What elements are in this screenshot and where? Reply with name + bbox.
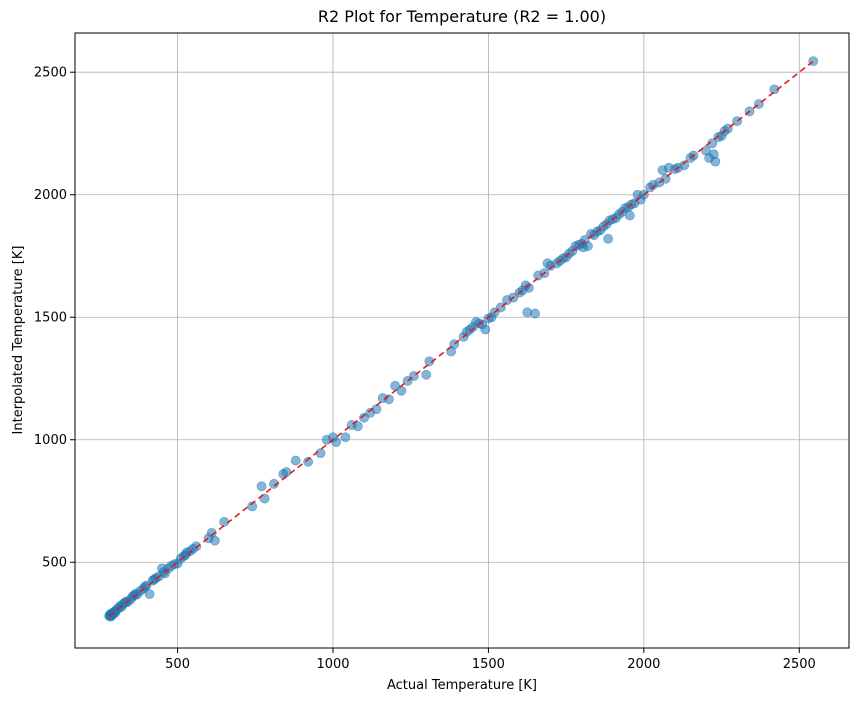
- data-point: [769, 84, 780, 95]
- grid-lines: [75, 33, 849, 648]
- data-point: [191, 541, 202, 552]
- data-point: [421, 369, 432, 380]
- data-point: [352, 421, 363, 432]
- x-tick-label: 1500: [472, 657, 505, 672]
- data-point: [340, 432, 351, 443]
- data-point: [256, 481, 267, 492]
- chart-title: R2 Plot for Temperature (R2 = 1.00): [318, 7, 606, 26]
- y-tick-label: 2000: [34, 188, 67, 203]
- data-point: [582, 241, 593, 252]
- data-point: [396, 385, 407, 396]
- data-point: [679, 160, 690, 171]
- x-tick-label: 500: [165, 657, 190, 672]
- data-point: [219, 516, 230, 527]
- y-tick-label: 1000: [34, 433, 67, 448]
- x-axis-label: Actual Temperature [K]: [387, 678, 537, 693]
- y-tick-label: 500: [42, 556, 67, 571]
- data-point: [424, 356, 435, 367]
- scatter-points: [104, 56, 819, 622]
- data-point: [281, 467, 292, 477]
- data-point: [710, 156, 721, 167]
- data-point: [315, 448, 326, 459]
- data-point: [269, 478, 279, 489]
- x-tick-label: 2000: [627, 657, 660, 672]
- data-point: [707, 138, 718, 149]
- data-point: [247, 501, 258, 512]
- x-tick-label: 2500: [783, 657, 816, 672]
- y-tick-label: 1500: [34, 311, 67, 326]
- plot-frame: [74, 32, 850, 649]
- data-point: [303, 456, 314, 467]
- data-point: [144, 589, 155, 599]
- data-point: [530, 308, 540, 319]
- y-axis-ticks: 500 1000 1500 2000 2500: [34, 66, 75, 571]
- data-point: [624, 210, 635, 221]
- y-tick-label: 2500: [34, 66, 67, 81]
- y-axis-label: Interpolated Temperature [K]: [11, 246, 26, 435]
- data-point: [209, 535, 220, 546]
- data-point: [523, 282, 534, 293]
- data-point: [480, 324, 491, 335]
- x-tick-label: 1000: [316, 657, 349, 672]
- data-point: [290, 455, 301, 466]
- x-axis-ticks: 500 1000 1500 2000 2500: [165, 648, 816, 672]
- data-point: [603, 233, 613, 244]
